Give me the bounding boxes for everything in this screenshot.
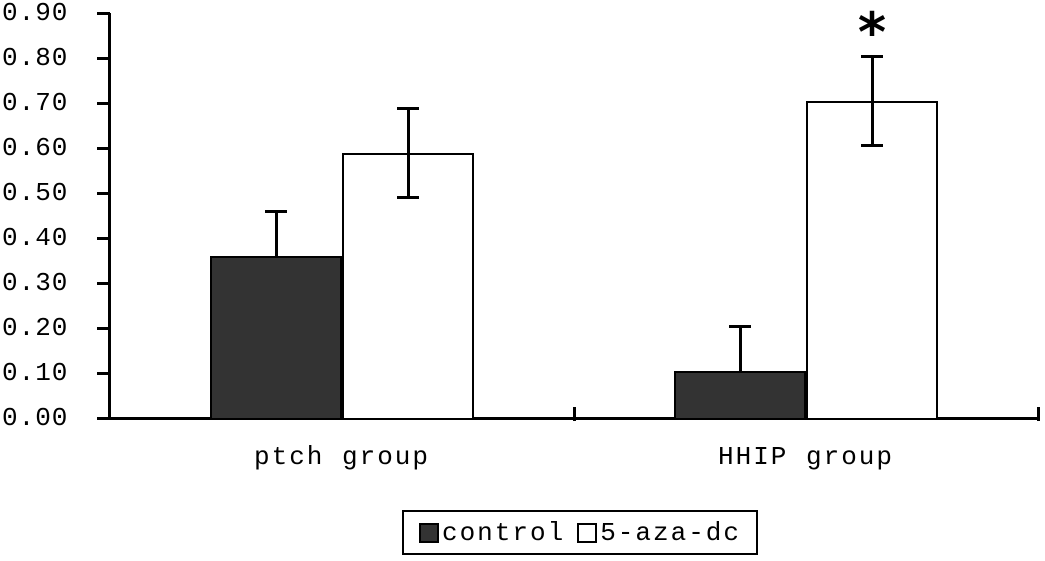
error-bar-line [738,325,742,371]
y-tick-label: 0.30 [2,268,69,298]
legend-label-5-aza-dc: 5-aza-dc [600,517,742,548]
y-tick [97,417,110,420]
legend-swatch-control [418,522,439,543]
y-tick-label: 0.10 [2,358,69,388]
y-tick [97,237,110,240]
y-tick [97,12,110,15]
bar-control-0 [210,256,342,418]
y-tick-label: 0.70 [2,88,69,118]
bar-control-1 [674,370,806,418]
error-bar-cap-top [861,54,883,58]
error-bar-cap-bottom [397,195,419,199]
y-tick [97,102,110,105]
y-tick-label: 0.90 [2,0,69,28]
y-tick-label: 0.60 [2,133,69,163]
error-bar-cap-top [729,324,751,328]
y-tick [97,327,110,330]
error-bar-cap-top [265,210,287,213]
y-tick [97,57,110,60]
error-bar-line [870,55,874,146]
error-bar-line [406,107,410,198]
x-category-label: HHIP group [717,442,895,472]
bar-5-aza-dc-1 [806,100,938,418]
y-tick-label: 0.50 [2,178,69,208]
x-tick [572,407,576,421]
legend-label-control: control [441,517,566,548]
error-bar-cap-bottom [861,143,883,147]
legend-swatch-5-aza-dc [577,522,598,543]
y-tick [97,147,110,150]
legend-item-control: control [418,517,566,548]
y-tick [97,372,110,375]
legend-item-5-aza-dc: 5-aza-dc [577,518,741,548]
y-tick-label: 0.80 [2,43,69,73]
y-tick [97,192,110,195]
y-tick-label: 0.20 [2,313,69,343]
error-bar-line [274,211,278,256]
significance-asterisk: * [857,0,887,64]
y-axis-line [108,13,111,420]
error-bar-cap-top [397,106,419,110]
y-tick [97,282,110,285]
x-category-label: ptch group [253,442,431,472]
legend: control 5-aza-dc [402,510,758,555]
y-tick-label: 0.00 [2,403,69,433]
y-tick-label: 0.40 [2,223,69,253]
x-tick [1036,407,1040,421]
